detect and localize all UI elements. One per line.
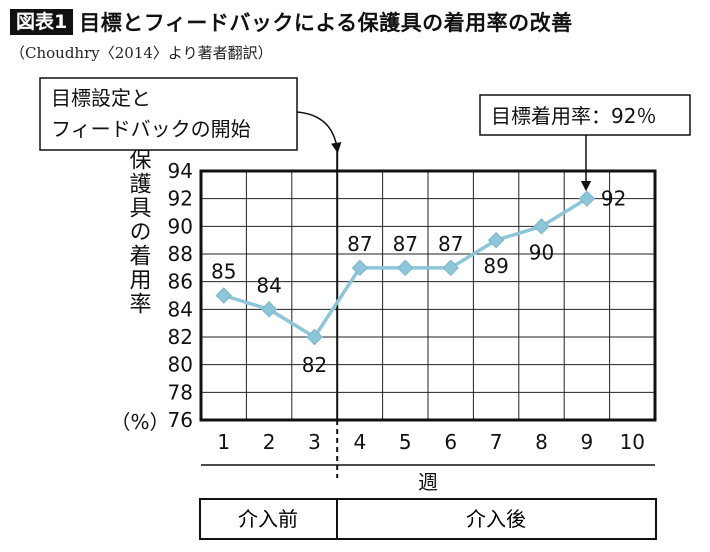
y-axis-unit: （%） bbox=[110, 410, 169, 434]
data-point bbox=[397, 259, 414, 277]
x-tick-label: 10 bbox=[620, 430, 645, 454]
data-point bbox=[260, 301, 278, 318]
y-tick-label: 90 bbox=[168, 214, 193, 238]
figure-header: 図表1 目標とフィードバックによる保護具の着用率の改善 bbox=[10, 8, 573, 36]
y-tick-label: 94 bbox=[168, 159, 193, 183]
goal-callout-text: 目標着用率：92％ bbox=[491, 104, 656, 128]
data-label: 85 bbox=[211, 260, 236, 284]
y-tick-label: 92 bbox=[168, 187, 193, 211]
series-layer bbox=[215, 190, 596, 346]
x-tick-label: 4 bbox=[354, 430, 367, 454]
data-label: 82 bbox=[302, 353, 327, 377]
x-tick-label: 5 bbox=[399, 430, 412, 454]
data-point bbox=[215, 287, 232, 304]
x-tick-label: 9 bbox=[581, 430, 594, 454]
y-tick-label: 88 bbox=[168, 242, 193, 266]
intervention-callout-line1: 目標設定と bbox=[51, 86, 151, 110]
data-label: 89 bbox=[483, 254, 508, 278]
x-tick-label: 6 bbox=[444, 430, 457, 454]
data-label: 92 bbox=[601, 187, 626, 211]
y-tick-label: 76 bbox=[168, 408, 193, 432]
data-label: 90 bbox=[529, 240, 554, 264]
data-label: 87 bbox=[438, 232, 463, 256]
figure-badge: 図表1 bbox=[10, 9, 74, 35]
y-tick-label: 78 bbox=[168, 380, 193, 404]
y-tick-label: 86 bbox=[168, 270, 193, 294]
data-point bbox=[442, 259, 459, 277]
data-label: 87 bbox=[347, 232, 372, 256]
data-point bbox=[487, 231, 505, 249]
data-point bbox=[578, 190, 596, 207]
x-tick-label: 1 bbox=[217, 430, 230, 454]
y-tick-label: 82 bbox=[168, 325, 193, 349]
data-label: 87 bbox=[393, 232, 418, 256]
y-axis-title: 保護具の着用率 bbox=[126, 148, 152, 316]
phase-before-label: 介入前 bbox=[238, 507, 298, 531]
data-labels: 85 84 82 87 87 87 89 90 92 bbox=[211, 187, 626, 377]
data-point bbox=[533, 218, 550, 235]
figure-title: 目標とフィードバックによる保護具の着用率の改善 bbox=[79, 11, 573, 35]
intervention-callout-line2: フィードバックの開始 bbox=[51, 117, 251, 141]
phase-after-label: 介入後 bbox=[466, 507, 526, 531]
x-axis-title: 週 bbox=[418, 470, 438, 494]
data-point bbox=[351, 259, 369, 277]
y-tick-label: 84 bbox=[168, 297, 193, 321]
data-point bbox=[306, 328, 323, 346]
data-label: 84 bbox=[256, 273, 281, 297]
figure-source: （Choudhry〈2014〉より著者翻訳） bbox=[10, 44, 273, 62]
intervention-callout-box bbox=[39, 77, 298, 151]
x-tick-label: 2 bbox=[263, 430, 276, 454]
plot-frame bbox=[199, 169, 657, 422]
x-tick-label: 3 bbox=[308, 430, 321, 454]
x-tick-label: 8 bbox=[535, 430, 548, 454]
intervention-callout-arrow bbox=[296, 111, 342, 154]
phase-table bbox=[199, 498, 657, 540]
goal-callout-box bbox=[479, 94, 691, 136]
y-tick-label: 80 bbox=[168, 353, 193, 377]
x-tick-label: 7 bbox=[490, 430, 503, 454]
